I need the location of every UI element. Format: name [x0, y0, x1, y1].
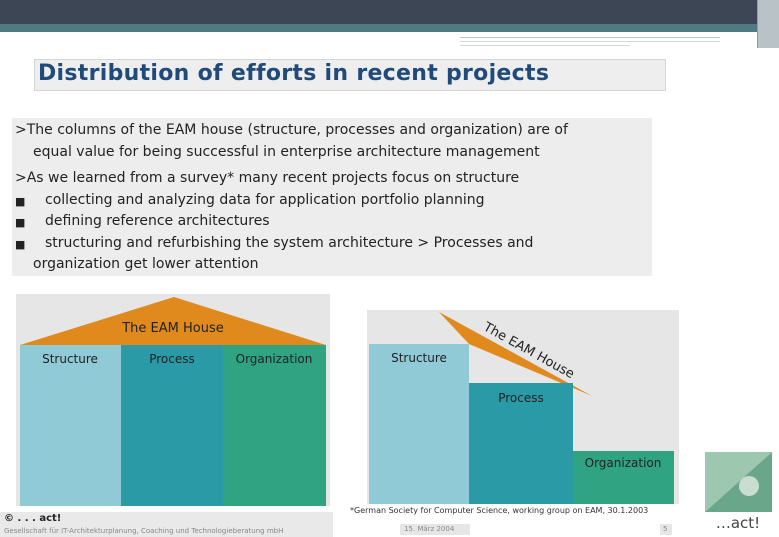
process-label: Process	[498, 391, 544, 405]
bullet-marker: ■	[15, 216, 26, 229]
bullet-item: defining reference architectures	[45, 213, 270, 229]
header-rule-short	[460, 45, 630, 46]
paragraph-1-line-2: equal value for being successful in ente…	[33, 144, 540, 160]
structure-label: Structure	[42, 352, 98, 366]
bullet-continuation: organization get lower attention	[33, 256, 259, 272]
eam-house-tilted-diagram: The EAM House Structure Process Organiza…	[367, 310, 679, 504]
header-corner-block	[757, 0, 779, 48]
structure-label: Structure	[391, 351, 447, 365]
process-column	[469, 383, 573, 504]
paragraph-1-line-1: >The columns of the EAM house (structure…	[15, 122, 568, 138]
survey-footnote: *German Society for Computer Science, wo…	[350, 506, 649, 515]
logo-triangle-dark	[705, 452, 772, 512]
organization-label: Organization	[585, 456, 662, 470]
logo-puzzle-icon	[739, 476, 759, 496]
footer-bar	[0, 512, 333, 537]
company-logo: …act!	[705, 452, 772, 532]
footer-company: Gesellschaft für IT-Architekturplanung, …	[4, 527, 284, 535]
organization-column	[223, 345, 326, 506]
bullet-item: collecting and analyzing data for applic…	[45, 192, 485, 208]
logo-text: …act!	[716, 514, 760, 532]
footer-page-number: 5	[663, 525, 668, 533]
structure-column	[20, 345, 121, 506]
bullet-marker: ■	[15, 238, 26, 251]
eam-house-balanced-diagram: The EAM House Structure Process Organiza…	[16, 294, 330, 506]
structure-column	[369, 344, 469, 504]
roof-label: The EAM House	[121, 321, 224, 336]
process-label: Process	[149, 352, 195, 366]
process-column	[121, 345, 223, 506]
header-accent-bar	[0, 24, 779, 32]
footer-date: 15. März 2004	[404, 525, 455, 533]
organization-column	[573, 451, 674, 504]
organization-label: Organization	[236, 352, 313, 366]
footer-page-background	[660, 524, 672, 535]
title-background	[34, 59, 666, 91]
body-text-background	[12, 118, 652, 276]
logo-graphic: …act!	[705, 452, 772, 532]
paragraph-2-intro: >As we learned from a survey* many recen…	[15, 170, 520, 186]
page-title: Distribution of efforts in recent projec…	[38, 61, 550, 86]
logo-text-background	[705, 512, 772, 532]
header-bar	[0, 0, 779, 24]
bullet-marker: ■	[15, 195, 26, 208]
house-roof	[439, 312, 592, 396]
footer-copyright: © . . . act!	[4, 513, 62, 524]
house-roof	[20, 297, 326, 345]
bullet-item: structuring and refurbishing the system …	[45, 235, 534, 251]
header-rule	[460, 37, 720, 42]
footer-date-background	[400, 524, 470, 535]
